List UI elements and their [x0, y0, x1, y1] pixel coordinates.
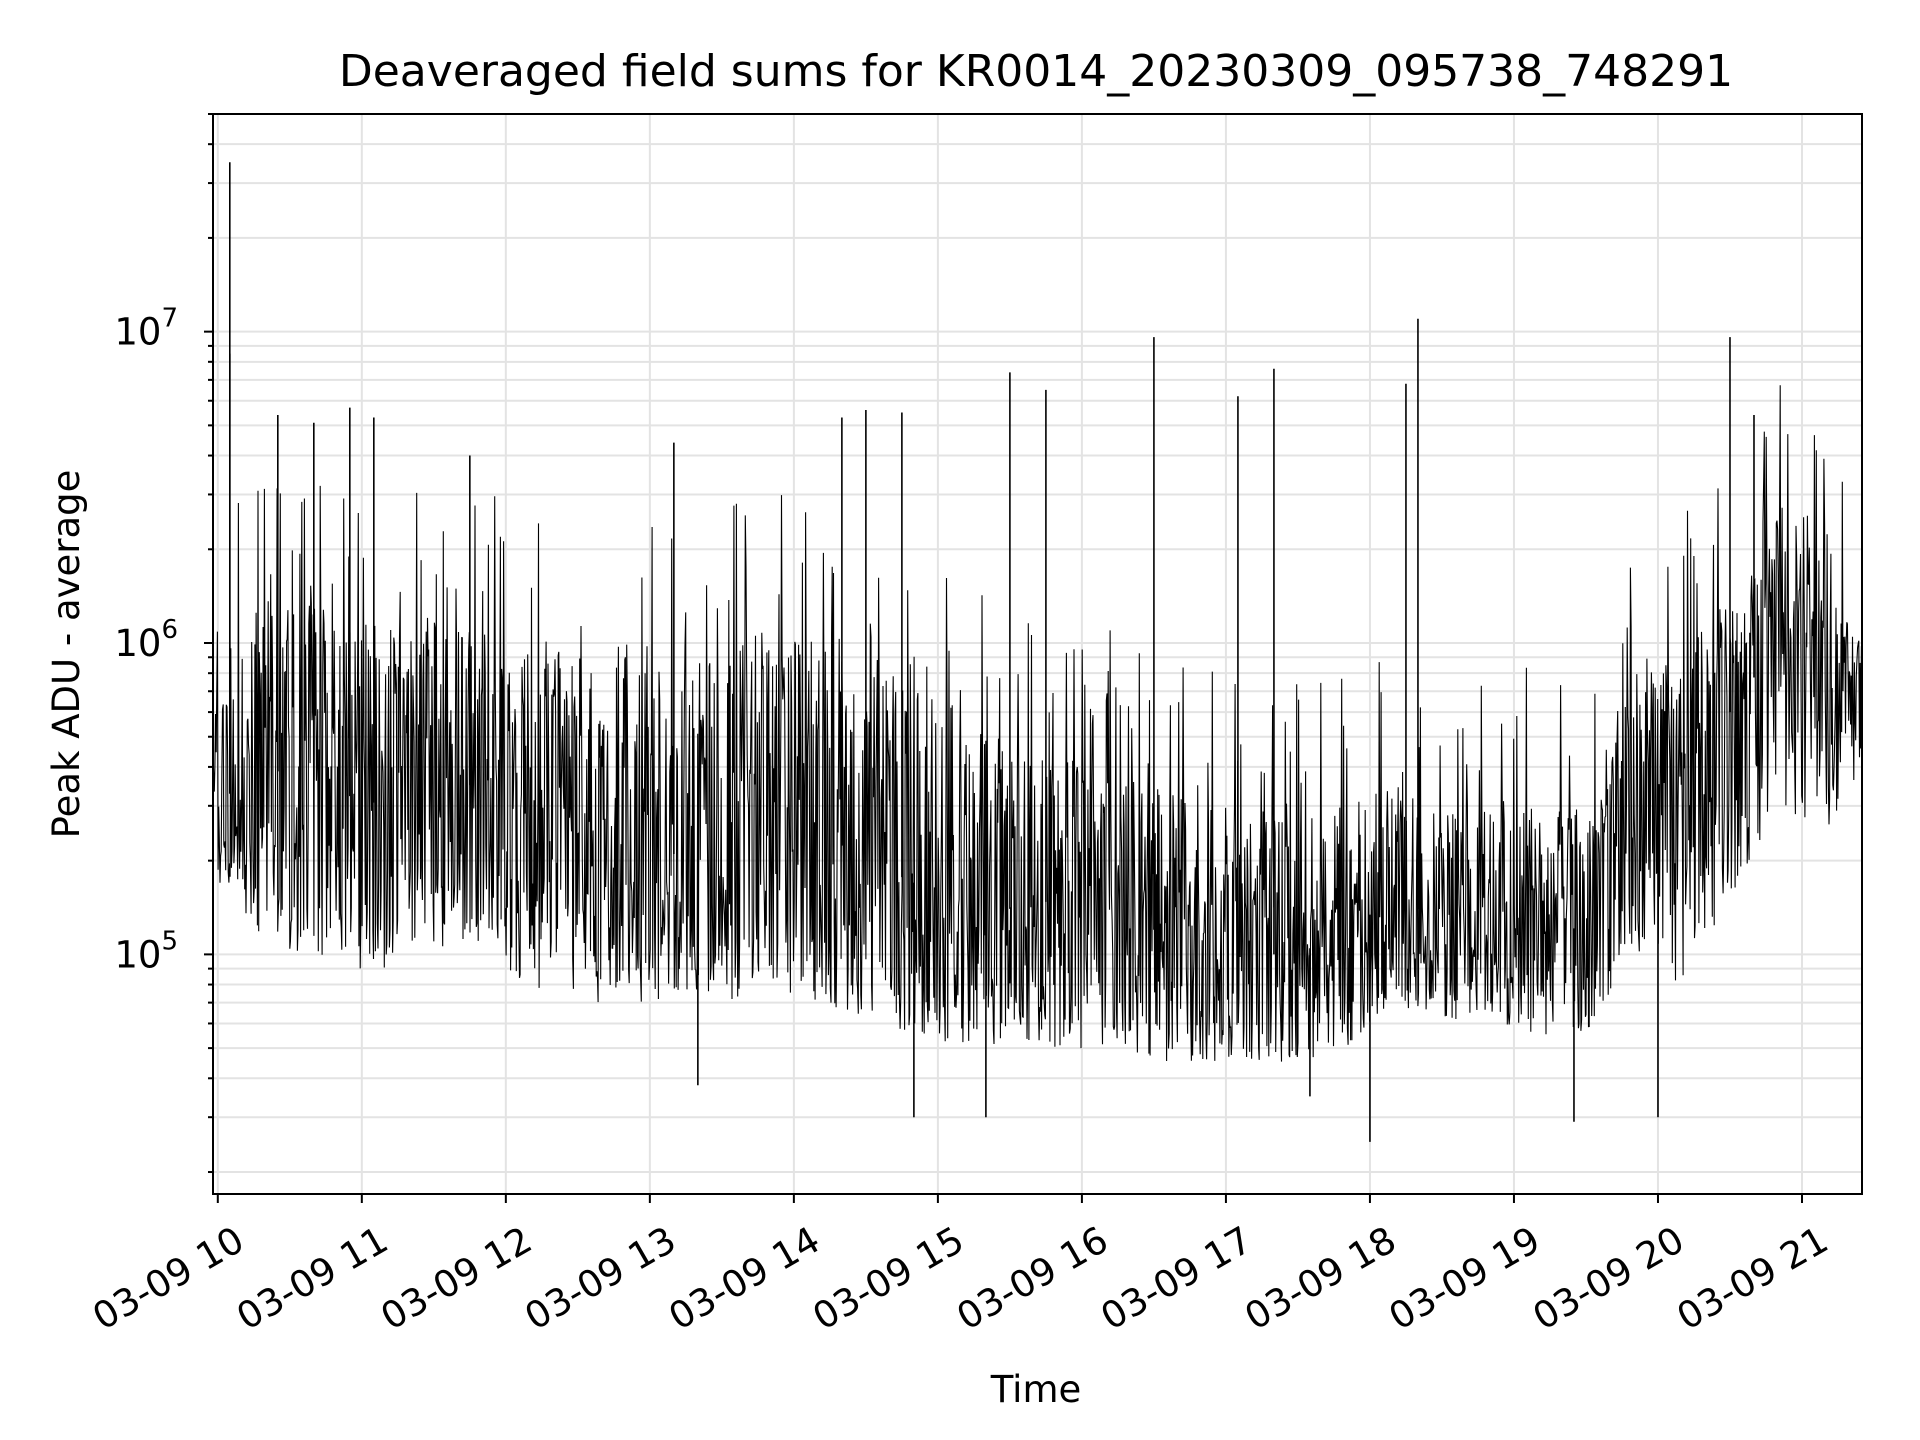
plot-frame [212, 113, 1863, 1195]
y-axis: 105 106 107 [114, 113, 213, 1174]
y-tick-label: 107 [114, 304, 178, 354]
plot-area [212, 162, 1863, 1142]
y-axis-label: Peak ADU - average [45, 470, 88, 839]
y-tick-label: 106 [114, 615, 178, 665]
y-tick-label: 105 [114, 926, 178, 976]
chart-title: Deaveraged field sums for KR0014_2023030… [339, 46, 1733, 97]
series-line [212, 385, 1863, 1062]
x-axis-label: Time [990, 1368, 1082, 1411]
